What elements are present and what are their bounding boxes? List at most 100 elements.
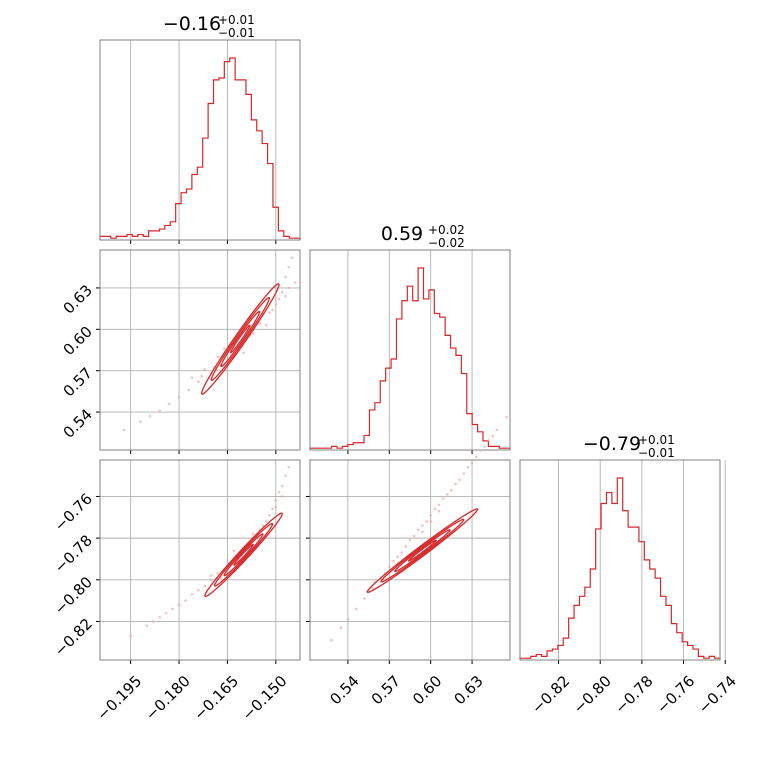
scatter-point — [171, 607, 174, 611]
density-contour — [204, 512, 283, 598]
scatter-point — [145, 624, 149, 627]
x-tick-label: 0.54 — [326, 672, 362, 708]
y-tick-label: −0.80 — [51, 573, 96, 618]
hist-panel-2 — [519, 459, 726, 664]
scatter-point — [400, 551, 404, 555]
scatter-point — [363, 597, 366, 600]
x-tick-label: 0.63 — [450, 672, 486, 708]
histogram-step-line — [519, 477, 721, 660]
panel-frame — [99, 459, 301, 661]
x-tick-label: −0.76 — [653, 672, 698, 717]
scatter-point — [491, 434, 495, 438]
scatter-point — [251, 532, 255, 536]
y-tick-label: −0.78 — [51, 531, 96, 576]
panel-background — [100, 460, 300, 660]
param-title-plus-0: +0.01 — [218, 13, 255, 27]
scatter-point — [184, 599, 187, 602]
scatter-point — [290, 256, 294, 259]
scatter-point — [454, 482, 457, 486]
y-tick-label: 0.63 — [60, 281, 96, 317]
scatter-point — [458, 478, 461, 482]
scatter-point — [462, 472, 466, 475]
scatter-point — [280, 290, 284, 294]
x-tick-label: 0.60 — [409, 672, 445, 708]
scatter-point — [470, 461, 474, 465]
scatter-point — [177, 603, 181, 607]
x-tick-label: −0.165 — [190, 672, 242, 724]
scatter-point — [280, 495, 284, 498]
scatter-point — [164, 611, 168, 615]
panel-background — [310, 250, 510, 450]
scatter-point — [203, 584, 207, 588]
scatter-point — [450, 488, 453, 492]
scatter-point — [330, 638, 333, 642]
scatter-point — [203, 368, 207, 371]
scatter-point — [151, 620, 155, 623]
density-contour — [223, 533, 264, 577]
param-title-minus-1: −0.02 — [428, 236, 465, 250]
param-title-1: 0.59 — [381, 223, 423, 245]
scatter-point — [425, 520, 428, 523]
scatter-point — [271, 507, 274, 511]
scatter-point — [437, 509, 441, 513]
scatter-point — [277, 490, 281, 494]
scatter-point — [437, 503, 441, 507]
x-tick-label: −0.195 — [93, 672, 145, 724]
scatter-point — [277, 297, 281, 301]
panel-background — [100, 250, 300, 450]
scatter-point — [158, 615, 161, 619]
histogram-step-line — [99, 57, 301, 240]
scatter-point — [339, 626, 343, 630]
scatter-panel-pair_2_0 — [96, 459, 301, 664]
param-title-plus-2: +0.01 — [638, 433, 675, 447]
scatter-point — [268, 311, 271, 315]
x-tick-label: −0.82 — [528, 672, 573, 717]
density-contour — [407, 539, 437, 562]
density-contour — [394, 529, 451, 573]
density-contour — [200, 283, 280, 395]
scatter-point — [354, 607, 358, 611]
param-title-minus-2: −0.01 — [638, 446, 675, 460]
scatter-point — [222, 347, 226, 350]
x-tick-label: −0.74 — [695, 672, 740, 717]
hist-panel-0 — [99, 39, 301, 244]
corner-plot-panels — [96, 39, 726, 664]
scatter-point — [280, 484, 284, 488]
param-title-2: −0.79 — [583, 433, 641, 455]
scatter-point — [232, 549, 236, 552]
param-title-plus-1: +0.02 — [428, 223, 465, 237]
scatter-point — [129, 634, 132, 638]
scatter-point — [371, 586, 375, 590]
scatter-point — [177, 395, 181, 399]
scatter-point — [242, 351, 245, 355]
scatter-point — [187, 388, 191, 392]
scatter-point — [479, 449, 482, 452]
density-contour — [366, 508, 479, 593]
scatter-point — [139, 420, 142, 424]
scatter-point — [287, 265, 291, 269]
scatter-point — [495, 428, 499, 432]
density-contour — [220, 310, 261, 368]
y-tick-label: 0.54 — [60, 405, 96, 441]
scatter-point — [284, 474, 287, 477]
scatter-point — [487, 438, 490, 442]
scatter-point — [264, 323, 268, 327]
y-tick-label: 0.60 — [60, 323, 96, 359]
scatter-point — [190, 593, 194, 596]
scatter-point — [168, 402, 171, 406]
scatter-point — [474, 455, 478, 459]
scatter-point — [412, 534, 416, 538]
scatter-point — [216, 572, 220, 575]
scatter-point — [433, 507, 437, 511]
density-contour — [233, 543, 254, 566]
scatter-point — [197, 380, 200, 384]
scatter-point — [268, 513, 271, 517]
density-contour — [213, 522, 274, 587]
scatter-panel-pair_1_0 — [96, 249, 301, 454]
density-contour — [210, 296, 271, 382]
scatter-point — [200, 374, 203, 378]
scatter-point — [416, 528, 420, 532]
scatter-point — [346, 618, 350, 621]
x-tick-label: −0.180 — [142, 672, 194, 724]
scatter-point — [274, 303, 278, 306]
